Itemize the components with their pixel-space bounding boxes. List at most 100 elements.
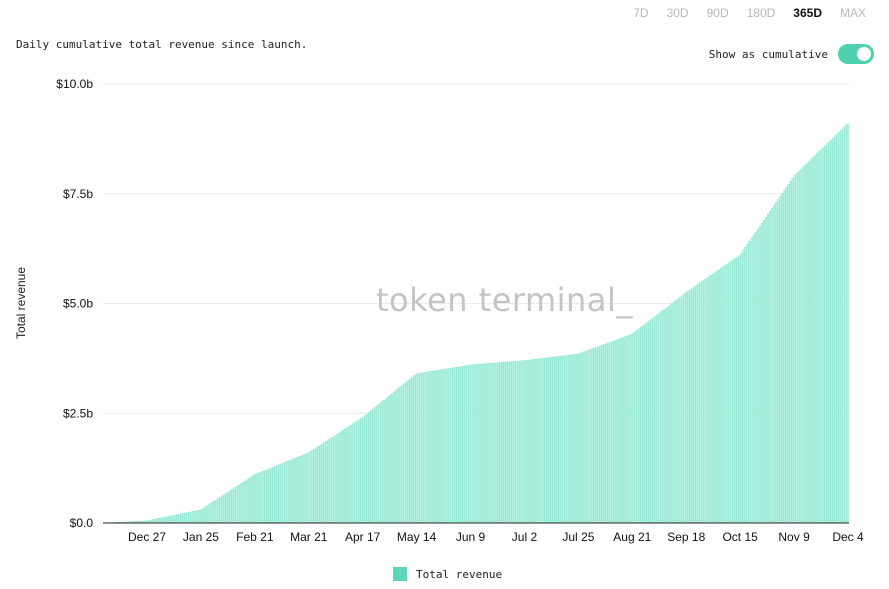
bar <box>470 364 473 524</box>
bar <box>656 314 659 524</box>
bar <box>174 514 177 524</box>
bar <box>754 231 757 524</box>
bar <box>368 411 371 524</box>
bar <box>419 372 422 524</box>
bar <box>337 432 340 524</box>
range-tab-90d[interactable]: 90D <box>706 6 729 20</box>
bar <box>160 517 163 524</box>
bar <box>264 470 267 524</box>
bar <box>750 237 753 524</box>
bar <box>505 361 508 524</box>
bar <box>846 123 849 524</box>
bar <box>775 201 778 524</box>
bar <box>566 355 569 524</box>
bar <box>346 427 349 524</box>
bar <box>685 292 688 524</box>
bar <box>280 463 283 524</box>
bar <box>693 286 696 524</box>
bar <box>699 282 702 524</box>
bar <box>323 442 326 524</box>
bar <box>172 515 175 524</box>
bar <box>607 342 610 524</box>
range-tab-180d[interactable]: 180D <box>746 6 776 20</box>
x-tick-label: Apr 17 <box>345 530 381 544</box>
bar <box>703 279 706 524</box>
bar <box>499 362 502 524</box>
bar <box>200 508 203 524</box>
bar <box>456 366 459 524</box>
bar <box>626 335 629 524</box>
bar <box>386 396 389 524</box>
bar <box>487 363 490 524</box>
bar <box>321 443 324 524</box>
bar <box>550 357 553 524</box>
bar <box>358 419 361 524</box>
bar <box>348 426 351 524</box>
bar <box>740 252 743 524</box>
bar <box>836 133 839 524</box>
legend[interactable]: Total revenue <box>393 567 502 581</box>
bar <box>758 225 761 524</box>
bar <box>648 320 651 524</box>
bar <box>652 317 655 524</box>
bar <box>168 516 171 524</box>
bar <box>460 366 463 524</box>
bar <box>769 210 772 524</box>
y-tick-label: $0.0 <box>70 516 94 530</box>
bar <box>695 285 698 524</box>
bar <box>677 298 680 524</box>
bar <box>814 155 817 524</box>
bar <box>636 330 639 524</box>
bar <box>546 357 549 524</box>
bar <box>190 511 193 524</box>
bar <box>421 372 424 524</box>
x-tick-label: Mar 21 <box>290 530 328 544</box>
bar <box>601 344 604 524</box>
bar <box>738 255 741 524</box>
bar <box>380 401 383 524</box>
bar <box>360 418 363 524</box>
bar <box>442 369 445 524</box>
bar <box>589 349 592 524</box>
bar <box>266 469 269 524</box>
bar <box>413 375 416 524</box>
bar <box>213 500 216 524</box>
range-tab-max[interactable]: MAX <box>839 6 866 20</box>
cumulative-toggle[interactable] <box>838 44 874 64</box>
bar <box>527 359 530 524</box>
bar <box>805 163 808 524</box>
bar <box>666 306 669 524</box>
bar <box>339 431 342 524</box>
bar <box>587 350 590 524</box>
bar <box>464 365 467 524</box>
range-tab-30d[interactable]: 30D <box>666 6 689 20</box>
bar <box>221 495 224 524</box>
range-tab-365d[interactable]: 365D <box>793 6 822 20</box>
bar <box>716 270 718 524</box>
bar <box>366 413 369 524</box>
bar <box>311 450 314 524</box>
bar <box>773 204 776 524</box>
bar <box>438 369 441 524</box>
bar <box>156 518 158 524</box>
bar <box>581 352 584 524</box>
bar <box>597 346 600 524</box>
bar <box>771 207 774 524</box>
bar <box>824 145 827 524</box>
bar <box>532 359 535 524</box>
bar <box>523 360 526 524</box>
bar <box>325 440 328 524</box>
bar <box>662 309 665 524</box>
bar <box>180 513 183 524</box>
bar <box>245 479 248 524</box>
bar <box>374 406 377 524</box>
x-tick-label: Feb 21 <box>236 530 274 544</box>
bar <box>284 461 287 524</box>
bar <box>689 289 692 524</box>
range-tab-7d[interactable]: 7D <box>633 6 649 20</box>
bar <box>294 457 297 524</box>
bar <box>436 370 438 524</box>
bar <box>675 300 678 524</box>
bar <box>239 483 242 524</box>
